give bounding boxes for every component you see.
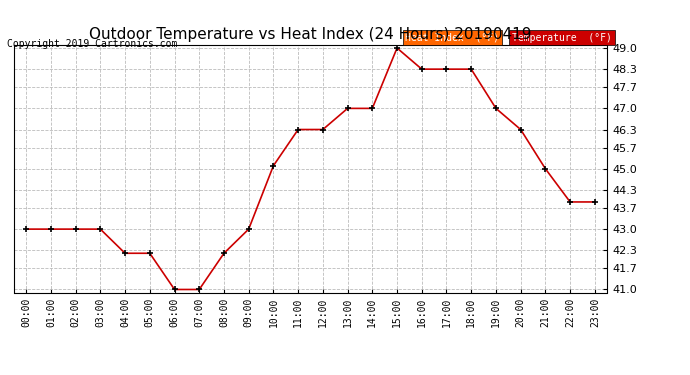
Text: Copyright 2019 Cartronics.com: Copyright 2019 Cartronics.com	[7, 39, 177, 50]
Text: Temperature  (°F): Temperature (°F)	[512, 33, 612, 42]
Title: Outdoor Temperature vs Heat Index (24 Hours) 20190419: Outdoor Temperature vs Heat Index (24 Ho…	[89, 27, 532, 42]
Text: Heat Index  (°F): Heat Index (°F)	[406, 33, 500, 42]
